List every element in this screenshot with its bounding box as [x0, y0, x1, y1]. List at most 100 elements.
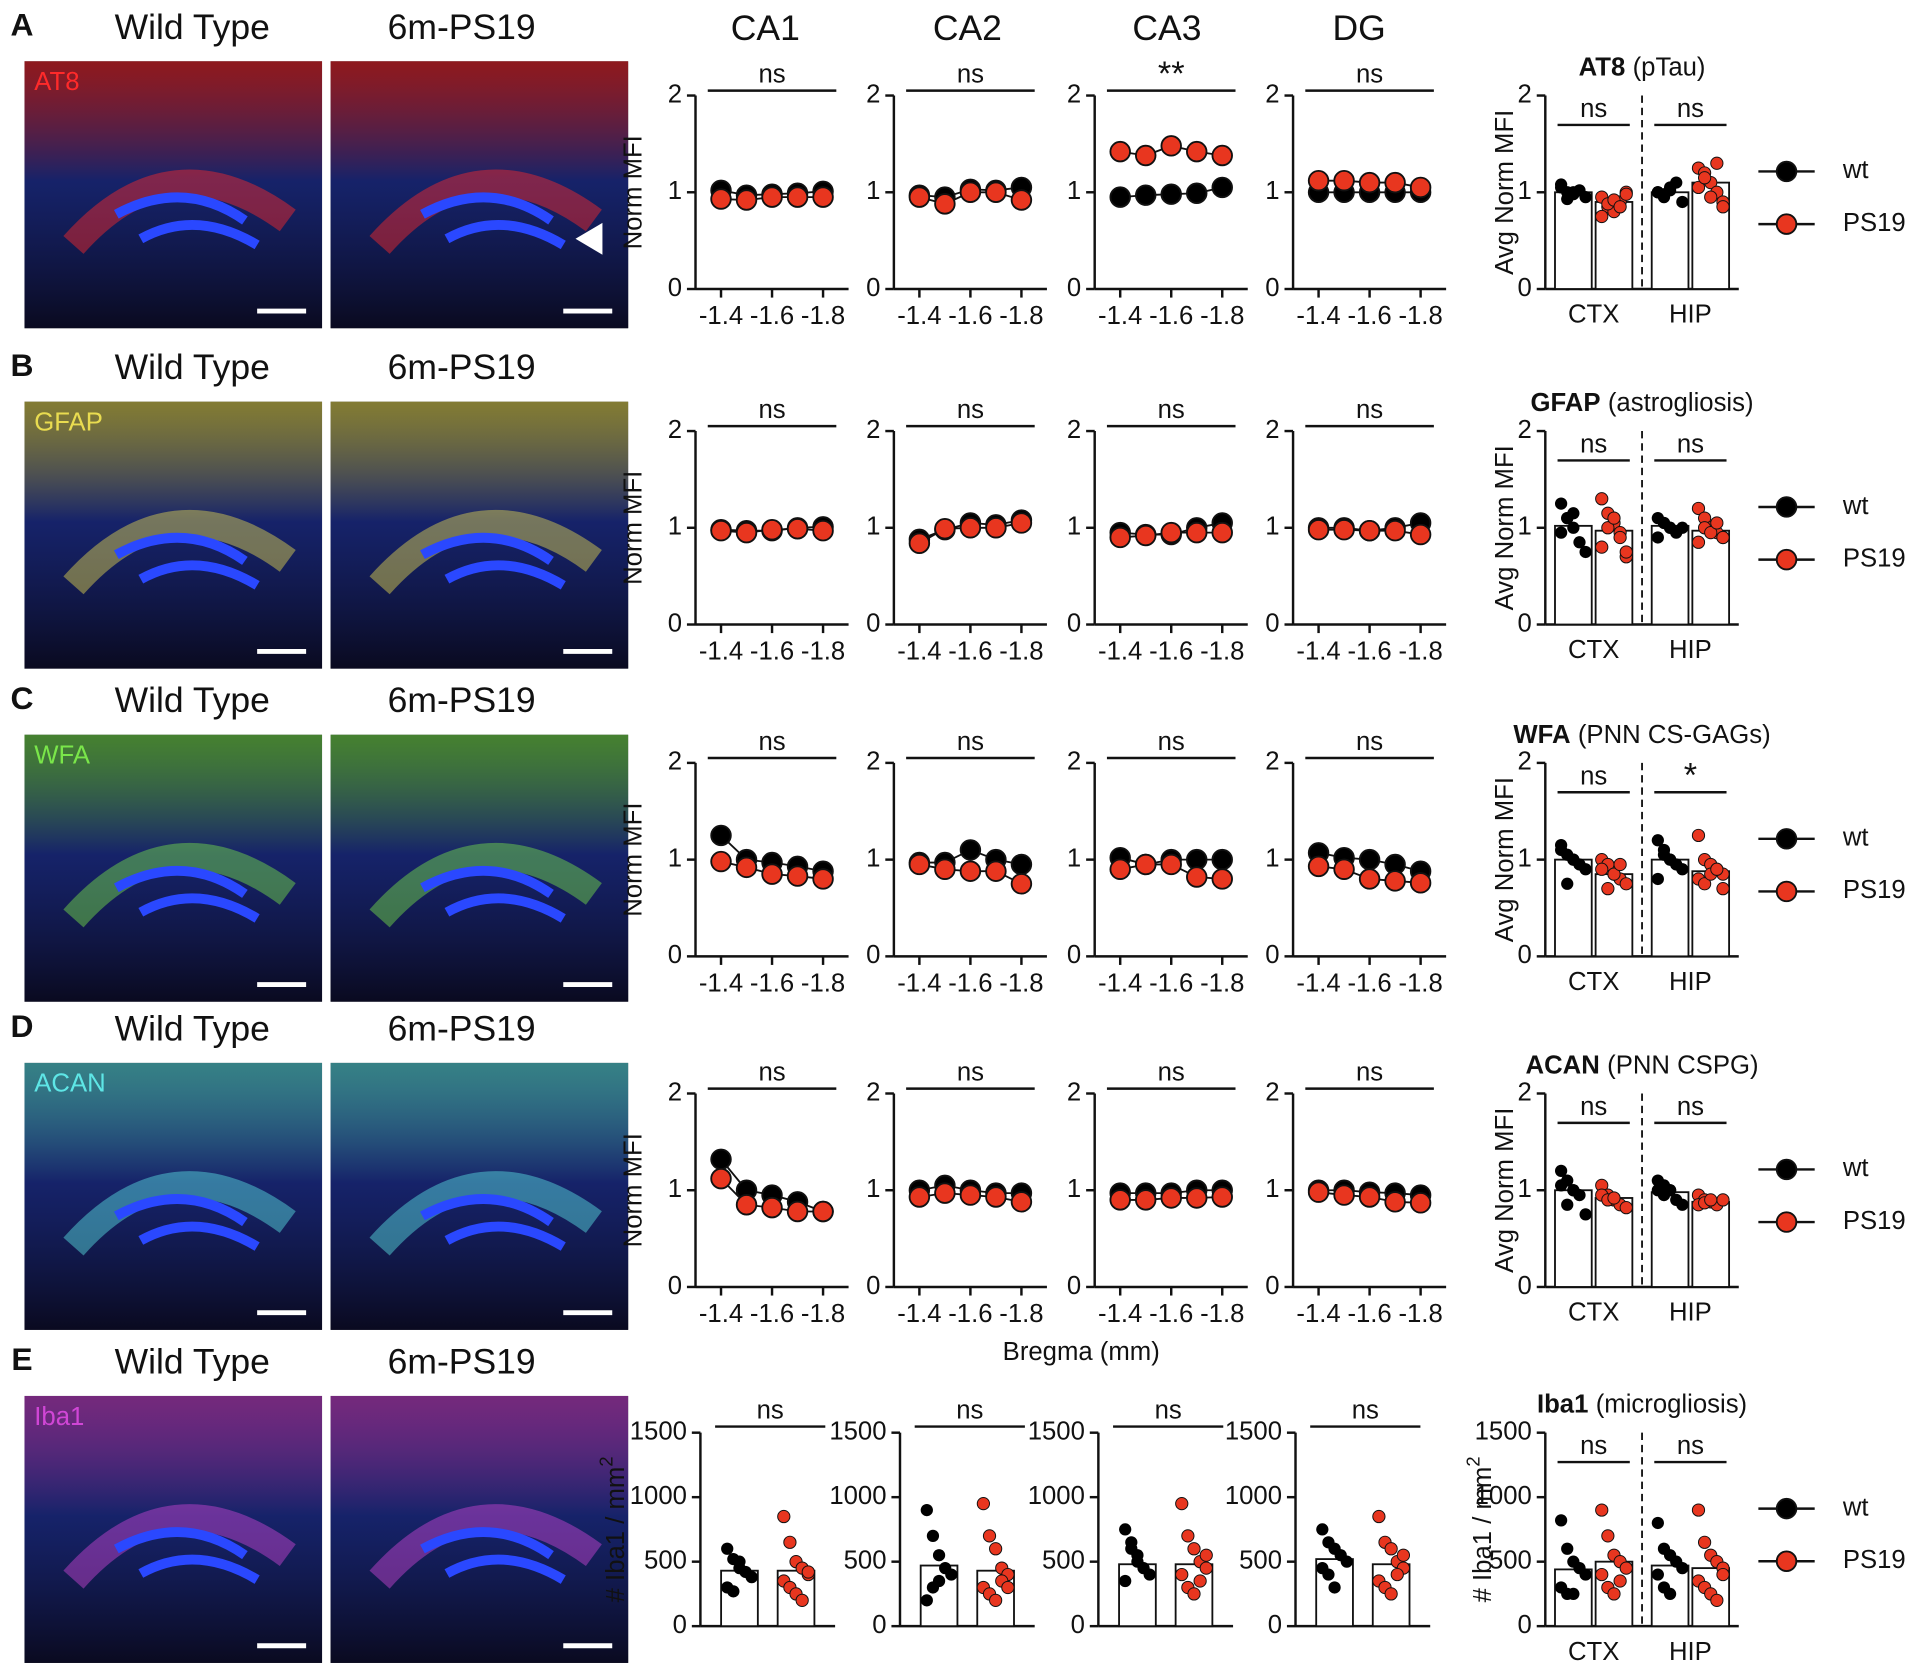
individual-point: [783, 1535, 797, 1549]
individual-point: [1607, 1587, 1621, 1601]
data-point: [1010, 873, 1033, 895]
data-point: [812, 519, 834, 542]
chart-subtitle: (pTau): [1633, 53, 1706, 81]
significance-label: ns: [1356, 61, 1383, 89]
y-tick-label: 0: [1268, 1611, 1282, 1639]
individual-point: [1175, 1567, 1189, 1582]
dentate-gyrus: [113, 532, 260, 590]
data-point: [985, 860, 1007, 882]
data-point: [1160, 521, 1182, 544]
individual-point: [982, 1529, 997, 1543]
y-axis-label-text: Avg Norm MFI: [1491, 1108, 1519, 1273]
data-point: [934, 193, 956, 215]
y-tick-label: 1: [1265, 844, 1279, 872]
x-axis-label: Bregma (mm): [1003, 1338, 1160, 1366]
individual-point: [1697, 877, 1712, 891]
y-tick-label: 1000: [1475, 1482, 1532, 1510]
data-point: [1307, 1181, 1330, 1203]
individual-point: [1619, 187, 1633, 201]
individual-point: [989, 1542, 1003, 1556]
data-point: [1211, 144, 1233, 167]
individual-point: [1396, 1548, 1410, 1562]
data-point: [735, 1194, 758, 1216]
chart-title: AT8 (pTau): [1579, 53, 1706, 81]
individual-point: [745, 1571, 758, 1584]
y-tick-label: 1: [1518, 177, 1532, 205]
data-point: [710, 1148, 732, 1170]
individual-point: [1651, 1516, 1664, 1530]
individual-point: [1554, 1514, 1568, 1527]
individual-point: [1601, 882, 1615, 896]
individual-point: [1554, 843, 1568, 857]
x-tick-label: -1.6: [750, 637, 794, 665]
significance-label: **: [1158, 55, 1185, 93]
y-tick-label: 1500: [829, 1417, 886, 1445]
column-label: Wild Type: [115, 680, 270, 720]
dentate-gyrus: [420, 866, 566, 923]
data-point: [1307, 519, 1330, 541]
x-tick-label: -1.4: [1098, 969, 1142, 997]
data-point: [1211, 1186, 1233, 1208]
data-point: [1307, 855, 1330, 878]
y-tick-label: 1000: [630, 1482, 687, 1510]
region-header: DG: [1333, 8, 1386, 48]
data-point: [761, 186, 783, 208]
y-axis-label-text: Norm MFI: [619, 135, 647, 249]
data-point: [1010, 189, 1033, 211]
data-point: [812, 868, 834, 890]
data-point: [959, 860, 982, 882]
significance-label: ns: [957, 396, 984, 424]
legend-label: wt: [1842, 156, 1869, 184]
y-axis-label: Norm MFI: [619, 1133, 647, 1247]
data-point: [1109, 858, 1131, 881]
individual-point: [1187, 1587, 1201, 1601]
y-tick-label: 1: [1518, 1175, 1532, 1203]
legend-label: PS19: [1843, 1207, 1906, 1235]
panel-letter: E: [11, 1341, 32, 1377]
x-tick-label: -1.6: [750, 1300, 794, 1328]
x-tick-label: -1.4: [1296, 969, 1340, 997]
y-tick-label: 1: [1067, 844, 1081, 872]
panel-letter: B: [11, 347, 34, 383]
x-tick-label: -1.8: [1398, 1300, 1442, 1328]
y-axis-label: Avg Norm MFI: [1491, 445, 1519, 610]
data-point: [1358, 848, 1381, 871]
data-point: [1358, 868, 1381, 890]
y-axis-label-text: # Iba1 / mm: [1469, 1467, 1497, 1603]
x-tick-label: -1.8: [999, 1300, 1043, 1328]
individual-point: [1691, 180, 1706, 195]
individual-point: [1676, 521, 1689, 534]
x-tick-label: -1.6: [1347, 302, 1391, 330]
individual-point: [1710, 862, 1724, 876]
data-point: [710, 188, 732, 210]
x-tick-label: -1.8: [999, 302, 1043, 330]
data-point: [1333, 519, 1355, 541]
column-label: 6m-PS19: [388, 347, 536, 387]
individual-point: [1579, 190, 1592, 204]
bar: [1554, 524, 1593, 626]
significance-label: ns: [1677, 431, 1704, 459]
y-tick-label: 500: [1239, 1546, 1282, 1574]
data-point: [710, 850, 732, 873]
x-tick-label: -1.4: [699, 302, 743, 330]
individual-point: [1554, 526, 1568, 539]
data-point: [1358, 1186, 1381, 1208]
individual-point: [1316, 1523, 1329, 1536]
individual-point: [1697, 171, 1712, 185]
hippocampus-layer: [369, 1504, 602, 1589]
bar: [1554, 858, 1593, 958]
individual-point: [1579, 1208, 1592, 1221]
hippocampus-layer: [369, 843, 602, 928]
data-point: [1186, 866, 1208, 888]
column-label: 6m-PS19: [388, 680, 536, 720]
y-tick-label: 0: [1067, 941, 1081, 969]
chart-title-main: ACAN: [1526, 1051, 1600, 1079]
x-tick-label: CTX: [1568, 968, 1619, 996]
individual-point: [1567, 853, 1580, 866]
data-point: [1160, 1187, 1182, 1209]
data-point: [1160, 135, 1182, 157]
individual-point: [1595, 1567, 1609, 1582]
data-point: [1211, 868, 1233, 890]
individual-point: [1613, 530, 1627, 545]
data-point: [908, 186, 931, 208]
